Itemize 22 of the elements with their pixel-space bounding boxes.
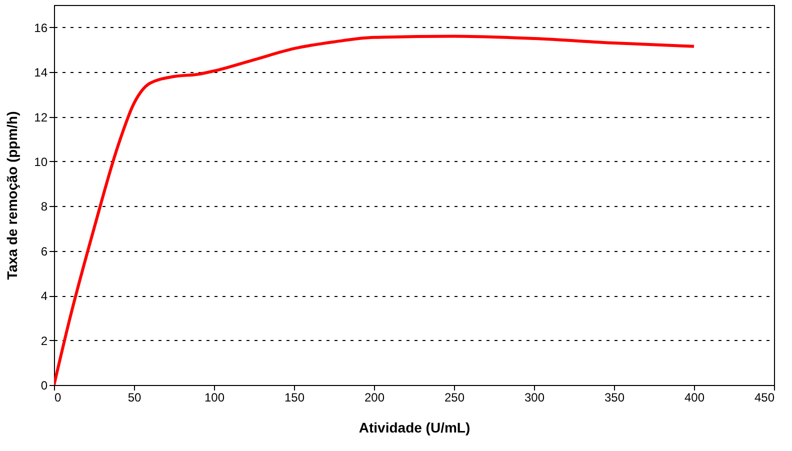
x-tick-label: 400: [684, 390, 705, 404]
y-tick-label: 8: [40, 200, 48, 214]
y-tick-label: 6: [40, 244, 48, 258]
x-tick-label: 200: [364, 390, 385, 404]
y-tick-label: 0: [40, 378, 48, 392]
y-tick-label: 2: [40, 334, 48, 348]
y-tick-label: 16: [34, 20, 48, 35]
x-tick-label: 450: [754, 390, 775, 404]
y-axis-title: Taxa de remoção (ppm/h): [4, 111, 20, 280]
y-tick-label: 10: [34, 154, 48, 169]
y-tick-label: 14: [34, 66, 48, 80]
x-tick-label: 50: [128, 390, 142, 404]
y-tick-label: 12: [34, 110, 48, 124]
x-tick-label: 0: [54, 390, 62, 404]
x-tick-label: 250: [444, 390, 465, 404]
x-tick-label: 300: [524, 390, 545, 404]
x-tick-label: 100: [204, 390, 225, 404]
line-series: [54, 34, 696, 385]
x-tick-label: 150: [284, 390, 305, 404]
y-tick-label: 4: [40, 289, 48, 304]
x-axis-title: Atividade (U/mL): [358, 420, 470, 436]
x-tick-label: 350: [604, 390, 625, 404]
